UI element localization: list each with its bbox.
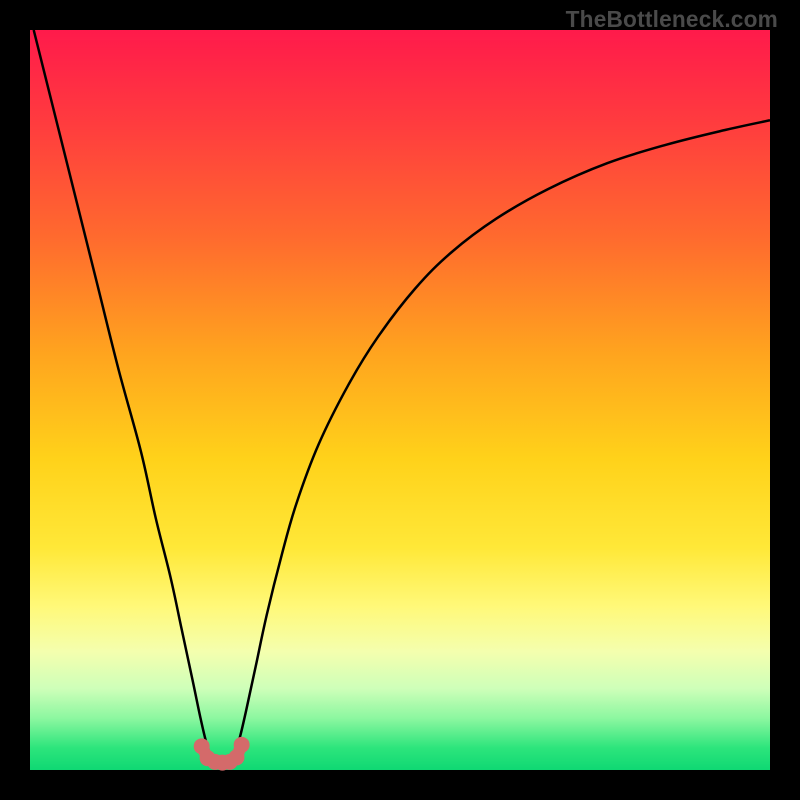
plot-inner [30,30,770,770]
bottleneck-curve-line [34,30,770,761]
plot-frame [30,30,770,770]
stage: TheBottleneck.com [0,0,800,800]
watermark-text: TheBottleneck.com [566,6,778,33]
bottleneck-curve-chart [30,30,770,770]
optimal-range-markers [194,737,250,771]
optimal-range-marker [234,737,250,753]
